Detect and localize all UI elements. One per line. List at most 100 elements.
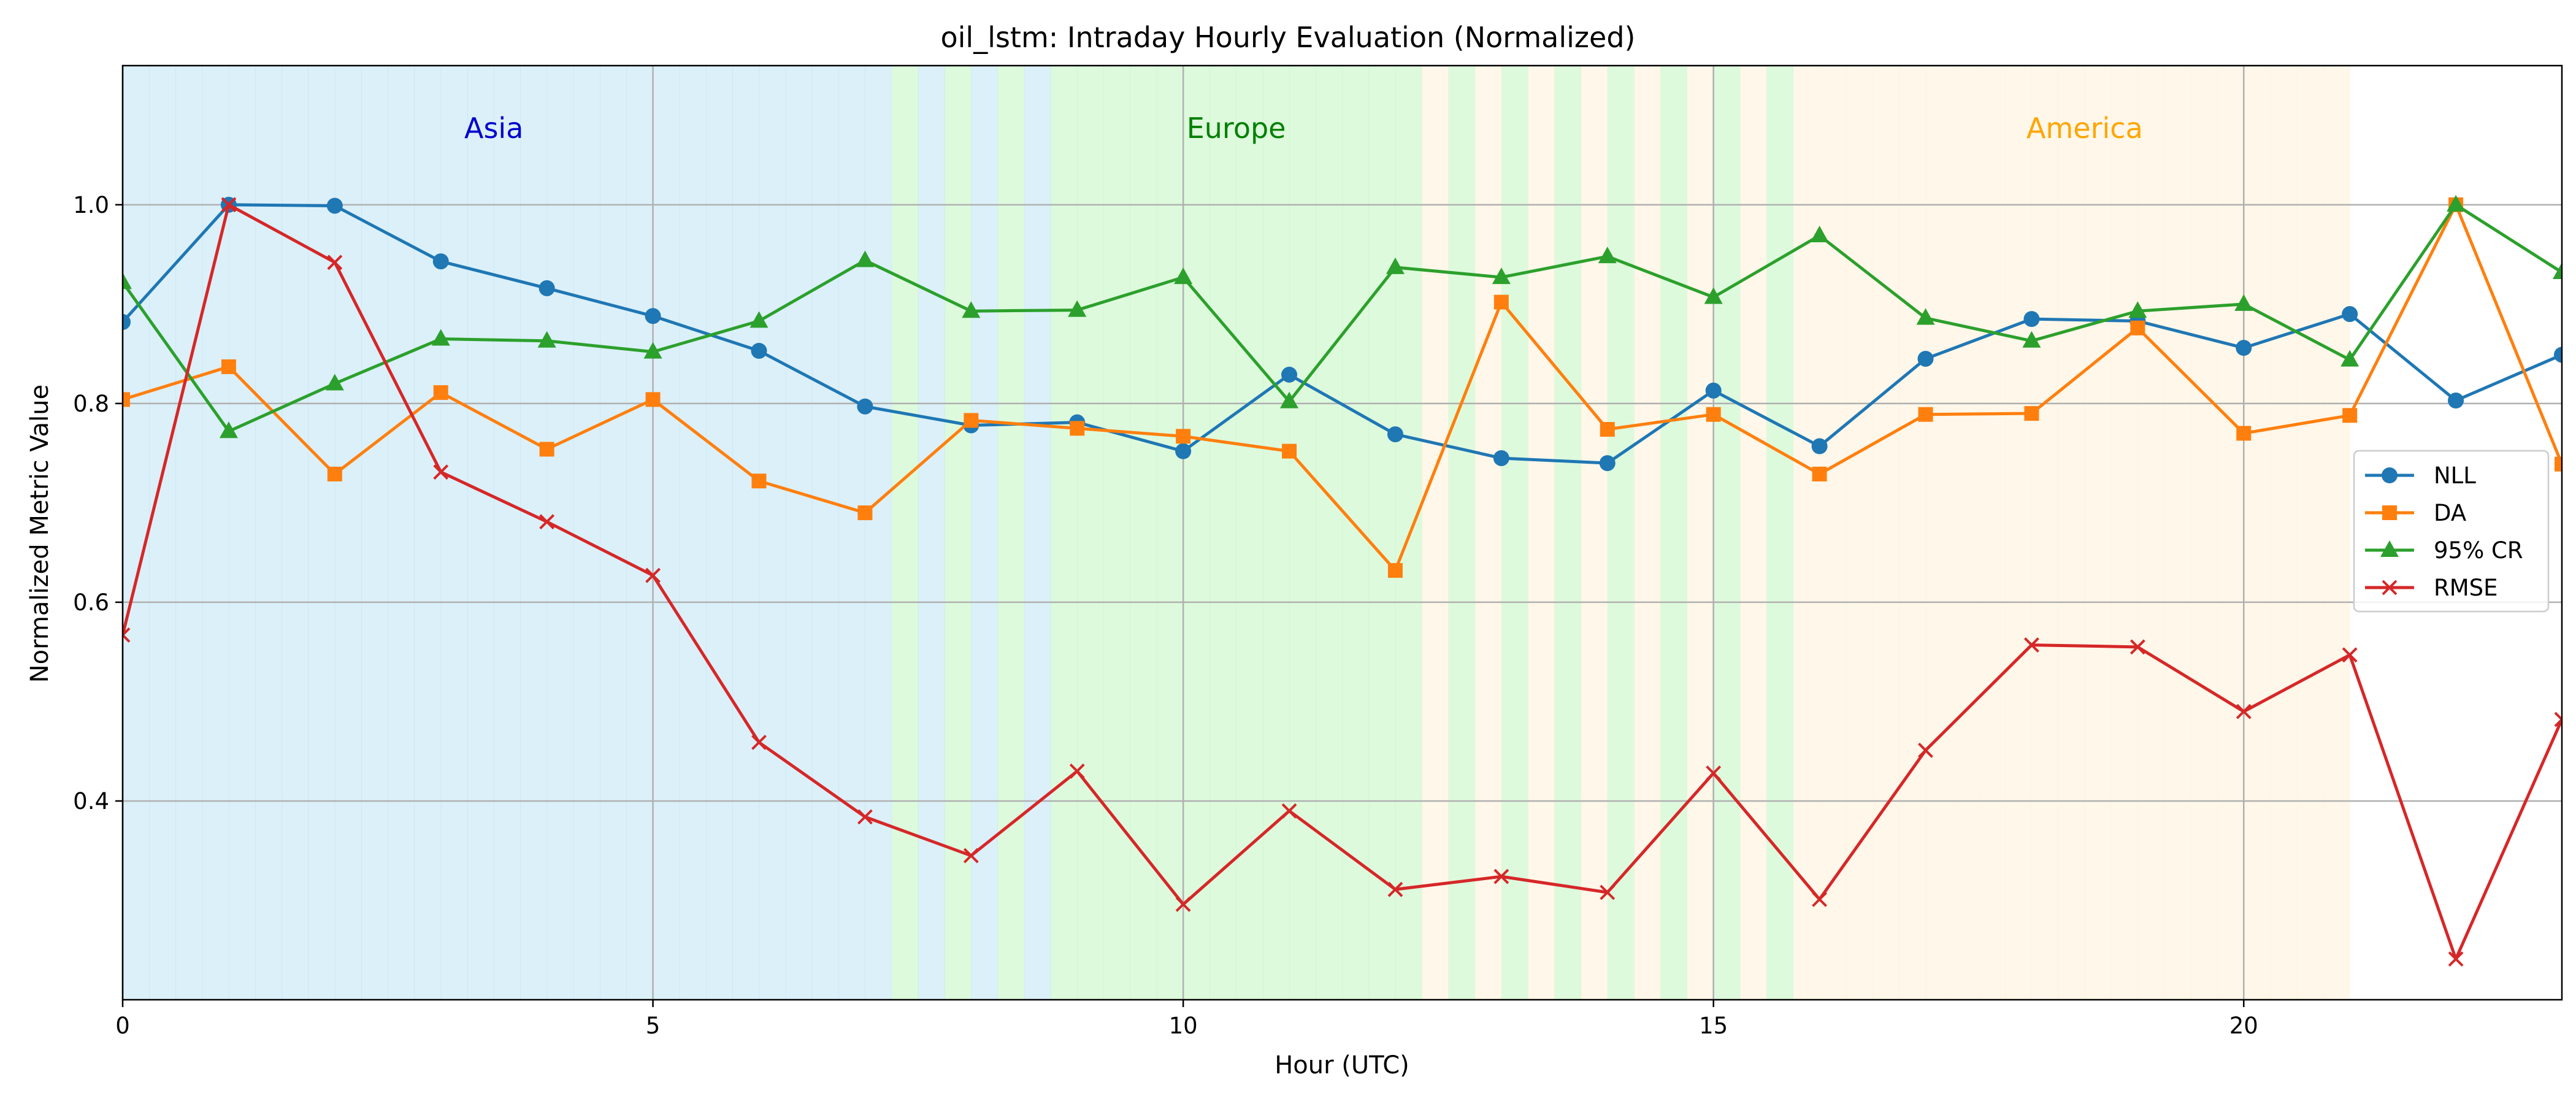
session-band-asia [811, 66, 839, 1000]
data-point [1705, 382, 1722, 399]
session-band-america [2270, 66, 2298, 1000]
data-point [327, 255, 343, 270]
session-band-america [2031, 66, 2059, 1000]
session-band-asia [1024, 66, 1051, 1000]
session-band-america [1978, 66, 2006, 1000]
session-band-europe [1448, 66, 1476, 1000]
series-da [123, 197, 2562, 578]
session-band-america [2137, 66, 2165, 1000]
data-point [2236, 426, 2252, 441]
data-point [539, 514, 555, 530]
session-band-america [1581, 66, 1608, 1000]
data-point [2382, 467, 2398, 483]
session-band-europe [1316, 66, 1343, 1000]
data-point [643, 342, 662, 359]
data-point [1387, 881, 1403, 897]
data-point [1811, 438, 1828, 454]
data-point [1174, 267, 1193, 285]
data-point [123, 314, 131, 331]
session-band-america [1422, 66, 1449, 1000]
session-band-europe [1236, 66, 1263, 1000]
session-band-europe [1289, 66, 1316, 1000]
data-point [2340, 350, 2359, 367]
session-band-asia [706, 66, 733, 1000]
session-band-europe [1156, 66, 1184, 1000]
data-point [326, 197, 343, 214]
legend-box [2353, 450, 2550, 613]
y-tick-label: 0.4 [73, 788, 109, 815]
session-band-asia [838, 66, 865, 1000]
session-band-europe [1050, 66, 1078, 1000]
series-line [123, 203, 2562, 465]
session-band-asia [653, 66, 680, 1000]
session-band-asia [175, 66, 203, 1000]
series-rmse [123, 197, 2562, 967]
data-point [1281, 803, 1297, 819]
data-point [1387, 426, 1403, 443]
data-point [539, 280, 555, 296]
session-band-asia [785, 66, 813, 1000]
session-band-asia [228, 66, 256, 1000]
session-band-america [1793, 66, 1820, 1000]
data-point [1493, 450, 1509, 466]
data-point [2555, 456, 2562, 472]
data-point [123, 627, 131, 643]
series-line [123, 203, 2562, 433]
data-point [433, 385, 448, 401]
data-point [2342, 647, 2358, 663]
session-band-europe [1554, 66, 1582, 1000]
data-point [2024, 406, 2039, 421]
data-point [963, 848, 979, 864]
session-band-america [2217, 66, 2244, 1000]
data-point [327, 466, 342, 481]
x-axis-label: Hour (UTC) [1275, 1051, 1409, 1079]
data-point [856, 250, 875, 267]
x-tick-label: 0 [115, 1013, 130, 1039]
x-tick-label: 10 [1169, 1013, 1198, 1039]
data-point [1600, 421, 1615, 437]
data-point [1493, 868, 1509, 884]
x-tick-label: 5 [646, 1013, 661, 1039]
session-band-asia [414, 66, 442, 1000]
data-point [645, 567, 661, 583]
session-band-america [1634, 66, 1661, 1000]
session-band-asia [865, 66, 892, 1000]
session-band-asia [308, 66, 335, 1000]
session-band-america [1952, 66, 1979, 1000]
session-band-europe [1103, 66, 1131, 1000]
data-point [539, 442, 554, 457]
session-band-america [2058, 66, 2085, 1000]
session-band-america [1528, 66, 1555, 1000]
session-label-europe: Europe [1187, 112, 1286, 145]
legend-label: RMSE [2434, 575, 2498, 601]
session-band-asia [759, 66, 786, 1000]
session-band-europe [1077, 66, 1105, 1000]
data-point [2554, 711, 2562, 727]
session-band-america [2244, 66, 2271, 1000]
data-point [1282, 443, 1297, 459]
data-point [857, 505, 873, 521]
legend-item: NLL [2365, 462, 2476, 489]
session-bands [123, 66, 2350, 1000]
data-point [1918, 742, 1933, 758]
session-band-europe [1342, 66, 1370, 1000]
data-point [433, 464, 449, 480]
data-point [964, 413, 979, 428]
session-band-asia [149, 66, 177, 1000]
data-point [219, 421, 238, 439]
session-band-europe [1766, 66, 1793, 1000]
data-point [1386, 257, 1405, 274]
session-band-europe [1368, 66, 1396, 1000]
session-band-asia [440, 66, 468, 1000]
session-band-asia [123, 66, 150, 1000]
session-band-america [2164, 66, 2191, 1000]
data-point [857, 398, 873, 415]
session-band-america [1925, 66, 1953, 1000]
data-point [1916, 308, 1935, 325]
data-point [1176, 429, 1191, 444]
data-point [857, 809, 873, 825]
session-band-asia [361, 66, 388, 1000]
session-band-america [2190, 66, 2218, 1000]
